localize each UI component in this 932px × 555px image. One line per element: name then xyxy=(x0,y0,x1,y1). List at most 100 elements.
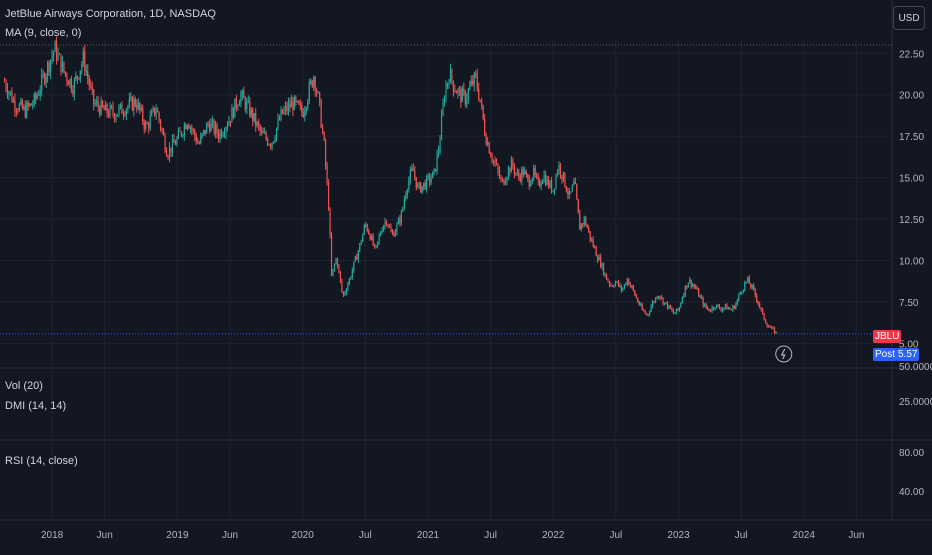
candle-body xyxy=(116,114,119,117)
candle-body xyxy=(30,103,32,106)
candle-body xyxy=(136,105,138,109)
candle-body xyxy=(574,181,576,185)
candle-body xyxy=(766,323,768,327)
candle-body xyxy=(582,223,584,225)
candle-body xyxy=(344,292,346,295)
candle-body xyxy=(314,77,316,91)
candle-body xyxy=(491,156,493,161)
candle-body xyxy=(678,307,680,311)
price-tick-label: 5.00 xyxy=(899,339,919,350)
candle-body xyxy=(662,297,664,305)
candle-body xyxy=(589,231,591,240)
candle-body xyxy=(228,121,230,126)
candle-body xyxy=(189,127,191,129)
volume-indicator-label[interactable]: Vol (20) xyxy=(5,380,43,392)
candle-body xyxy=(527,174,529,179)
candle-body xyxy=(359,243,361,251)
candle-body xyxy=(707,307,709,309)
candle-body xyxy=(289,103,291,108)
candle-body xyxy=(210,122,212,132)
candle-body xyxy=(533,167,535,179)
dmi-indicator-label[interactable]: DMI (14, 14) xyxy=(5,400,67,412)
candle-body xyxy=(51,55,53,61)
candle-body xyxy=(437,150,440,154)
candle-body xyxy=(495,163,498,165)
candle-body xyxy=(558,164,560,172)
candle-body xyxy=(418,182,420,186)
candle-body xyxy=(478,88,480,100)
candle-body xyxy=(488,142,490,154)
candle-body xyxy=(107,113,110,117)
candle-body xyxy=(112,107,114,114)
event-marker-icon xyxy=(775,345,793,363)
candle-body xyxy=(14,99,16,111)
currency-button[interactable]: USD xyxy=(893,6,925,30)
candle-body xyxy=(113,113,116,120)
candle-body xyxy=(622,288,624,291)
candle-body xyxy=(133,99,135,111)
candle-body xyxy=(457,89,459,94)
candle-body xyxy=(26,102,28,118)
candle-body xyxy=(692,284,694,287)
candle-body xyxy=(91,85,93,90)
candle-body xyxy=(52,51,55,56)
candle-body xyxy=(137,102,139,109)
candle-body xyxy=(332,268,334,276)
candle-body xyxy=(463,88,465,92)
candle-body xyxy=(326,165,328,183)
candle-body xyxy=(400,211,403,223)
candle-body xyxy=(78,77,80,79)
candle-body xyxy=(730,309,733,311)
candle-body xyxy=(8,92,10,95)
candle-body xyxy=(543,174,545,181)
symbol-title[interactable]: JetBlue Airways Corporation, 1D, NASDAQ xyxy=(5,8,216,20)
candle-body xyxy=(644,311,646,314)
candle-body xyxy=(57,53,59,60)
candle-body xyxy=(427,175,429,177)
candle-body xyxy=(338,266,340,272)
candle-body xyxy=(695,286,697,289)
candle-body xyxy=(15,110,17,112)
candle-body xyxy=(640,304,642,306)
ma-indicator-label[interactable]: MA (9, close, 0) xyxy=(5,27,82,39)
candle-body xyxy=(275,128,278,139)
candle-body xyxy=(397,218,400,225)
candle-body xyxy=(17,110,19,112)
candle-body xyxy=(268,144,270,146)
candle-body xyxy=(379,232,382,236)
candle-body xyxy=(58,53,61,55)
candle-body xyxy=(122,113,125,115)
candle-body xyxy=(237,105,239,108)
candle-body xyxy=(335,258,337,265)
candle-body xyxy=(235,98,238,108)
candle-body xyxy=(194,129,196,137)
candle-body xyxy=(81,63,83,71)
candle-body xyxy=(63,61,65,72)
candle-body xyxy=(27,102,29,106)
candle-body xyxy=(745,281,747,284)
candle-body xyxy=(316,90,318,93)
post-market-badge: Post xyxy=(873,348,898,361)
candle-body xyxy=(724,304,727,308)
candle-body xyxy=(5,81,7,90)
candle-body xyxy=(681,297,683,304)
candle-body xyxy=(222,134,224,137)
candle-body xyxy=(310,80,312,84)
candle-body xyxy=(142,107,144,122)
candle-body xyxy=(207,123,209,125)
candle-body xyxy=(699,296,701,298)
candle-body xyxy=(320,101,322,128)
candle-body xyxy=(36,95,38,99)
candle-body xyxy=(304,111,306,118)
candle-body xyxy=(717,304,719,306)
candle-body xyxy=(653,301,655,303)
candle-body xyxy=(44,74,46,84)
candle-body xyxy=(613,286,615,288)
rsi-tick-label: 80.00 xyxy=(899,448,924,459)
rsi-indicator-label[interactable]: RSI (14, close) xyxy=(5,455,78,467)
candle-body xyxy=(420,182,422,193)
candle-body xyxy=(476,74,478,89)
candle-body xyxy=(287,103,290,112)
candle-body xyxy=(426,176,428,190)
candle-body xyxy=(762,309,764,314)
